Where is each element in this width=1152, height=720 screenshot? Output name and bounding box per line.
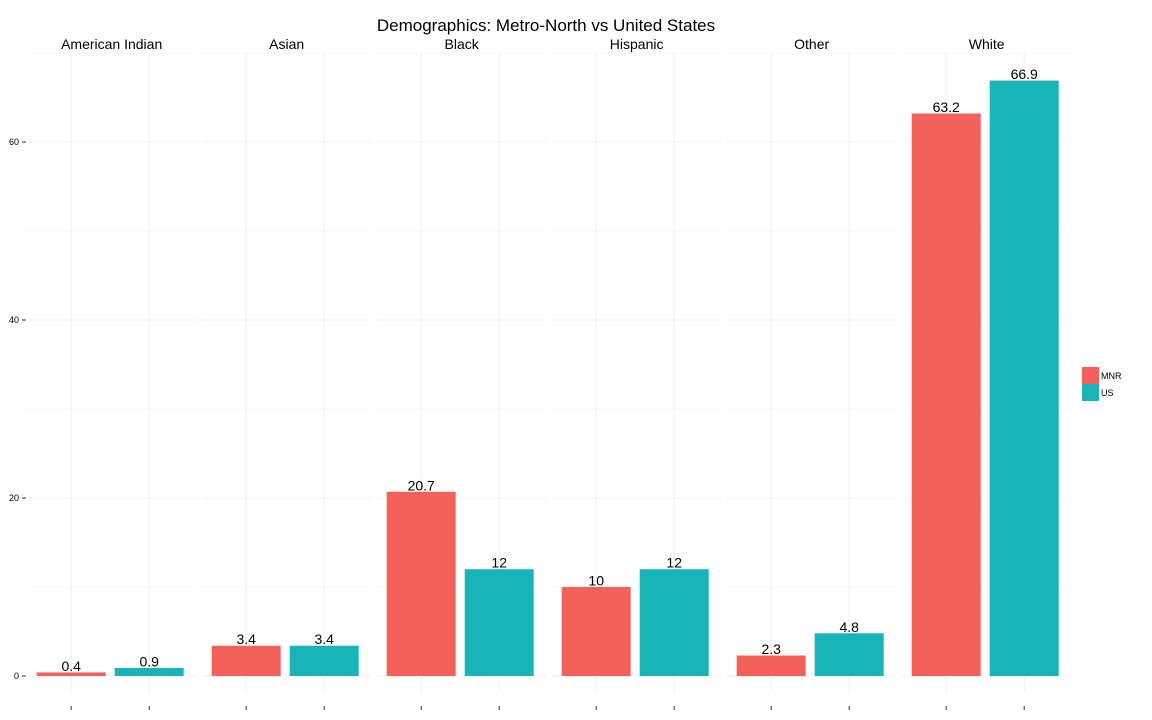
data-label-american-indian-us: 0.9 — [139, 653, 159, 669]
facet-label-hispanic: Hispanic — [610, 36, 664, 52]
data-label-asian-mnr: 3.4 — [236, 631, 256, 647]
legend-label-mnr: MNR — [1101, 371, 1122, 381]
data-label-other-mnr: 2.3 — [761, 641, 781, 657]
bar-asian-us — [289, 645, 359, 676]
bar-white-us — [989, 80, 1059, 677]
y-tick-label: 60 — [9, 137, 19, 147]
bar-asian-mnr — [211, 645, 281, 676]
bar-other-mnr — [736, 655, 806, 676]
y-tick-label: 20 — [9, 493, 19, 503]
facet-panel-other: Other 2.3 4.8 — [727, 36, 897, 710]
legend-key-us — [1082, 384, 1099, 401]
facet-panel-hispanic: Hispanic 10 12 — [552, 36, 722, 710]
legend-key-mnr — [1082, 367, 1099, 384]
bar-black-us — [464, 569, 534, 676]
data-label-hispanic-us: 12 — [666, 555, 682, 571]
data-label-american-indian-mnr: 0.4 — [61, 658, 81, 674]
chart-title: Demographics: Metro-North vs United Stat… — [377, 16, 715, 35]
data-label-other-us: 4.8 — [839, 619, 859, 635]
facet-label-asian: Asian — [269, 36, 304, 52]
data-label-hispanic-mnr: 10 — [588, 573, 604, 589]
facet-label-black: Black — [445, 36, 480, 52]
facet-label-other: Other — [794, 36, 829, 52]
bar-white-mnr — [911, 113, 981, 676]
facet-panels: American Indian 0.4 0.9 Asian 3.4 3.4 Black 20.… — [27, 36, 1072, 710]
data-label-black-us: 12 — [491, 555, 507, 571]
legend-label-us: US — [1101, 388, 1114, 398]
bar-american-indian-mnr — [36, 672, 106, 676]
bar-american-indian-us — [114, 667, 184, 676]
facet-panel-black: Black 20.7 12 — [377, 36, 547, 710]
bar-hispanic-mnr — [561, 587, 631, 676]
data-label-white-mnr: 63.2 — [933, 99, 960, 115]
data-label-asian-us: 3.4 — [314, 631, 334, 647]
facet-label-white: White — [969, 36, 1005, 52]
facet-panel-american-indian: American Indian 0.4 0.9 — [27, 36, 197, 710]
facet-label-american-indian: American Indian — [61, 36, 162, 52]
bar-other-us — [814, 633, 884, 676]
facet-panel-asian: Asian 3.4 3.4 — [202, 36, 372, 710]
legend: MNR US — [1082, 367, 1122, 401]
facet-panel-white: White 63.2 66.9 — [902, 36, 1072, 710]
data-label-black-mnr: 20.7 — [408, 477, 435, 493]
y-axis: 0 20 40 60 — [9, 137, 26, 681]
bar-black-mnr — [386, 491, 456, 676]
bar-hispanic-us — [639, 569, 709, 676]
y-tick-label: 0 — [14, 671, 19, 681]
data-label-white-us: 66.9 — [1011, 66, 1038, 82]
y-tick-label: 40 — [9, 315, 19, 325]
